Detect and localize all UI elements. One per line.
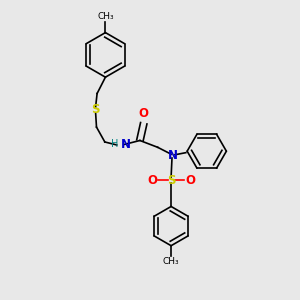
Text: S: S <box>92 103 100 116</box>
Text: N: N <box>168 149 178 162</box>
Text: CH₃: CH₃ <box>97 12 114 21</box>
Text: O: O <box>185 173 195 187</box>
Text: N: N <box>121 138 131 151</box>
Text: H: H <box>111 139 118 149</box>
Text: S: S <box>167 173 176 187</box>
Text: CH₃: CH₃ <box>163 257 179 266</box>
Text: O: O <box>139 107 149 120</box>
Text: O: O <box>147 173 157 187</box>
